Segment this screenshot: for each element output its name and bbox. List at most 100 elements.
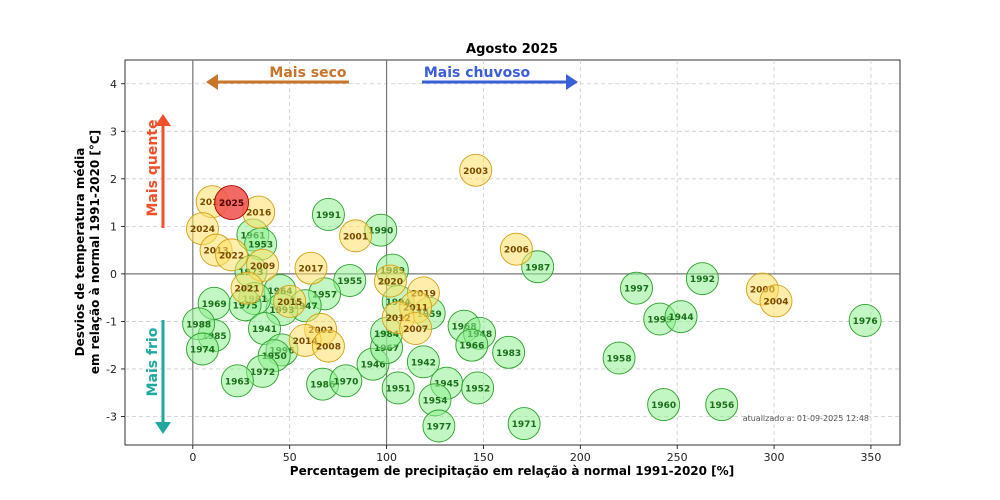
y-tick-label: 4 xyxy=(110,78,117,91)
x-tick-label: 50 xyxy=(283,451,297,464)
data-point-label: 2022 xyxy=(219,251,244,261)
y-tick-label: -3 xyxy=(106,410,117,423)
x-tick-label: 250 xyxy=(667,451,688,464)
data-point-1976: 1976 xyxy=(848,304,882,337)
x-tick-label: 150 xyxy=(473,451,494,464)
data-point-2021: 2021 xyxy=(230,271,264,305)
data-point-label: 1974 xyxy=(190,345,215,355)
data-point-label: 2025 xyxy=(219,199,244,209)
data-point-label: 1950 xyxy=(262,352,287,362)
y-tick-label: 3 xyxy=(110,125,117,138)
data-point-label: 2015 xyxy=(277,298,302,308)
data-point-2020: 2020 xyxy=(373,264,407,298)
data-point-1966: 1966 xyxy=(455,328,489,362)
data-point-marker xyxy=(214,185,250,221)
data-point-label: 1966 xyxy=(459,342,484,352)
annotation-cold: Mais frio xyxy=(145,320,171,434)
data-point-label: 1970 xyxy=(333,377,358,387)
y-tick-label: 2 xyxy=(110,173,117,186)
y-axis-label-line1: Desvios de temperatura média xyxy=(73,148,87,357)
data-point-label: 2009 xyxy=(250,262,275,272)
data-point-1956: 1956 xyxy=(705,388,739,422)
data-point-label: 1956 xyxy=(709,401,734,411)
data-point-label: 1968 xyxy=(452,323,477,333)
data-point-label: 1954 xyxy=(422,396,447,406)
x-ticks: 0 50 100 150 200 250 300 350 xyxy=(189,445,881,464)
data-point-marker xyxy=(620,271,653,305)
data-point-marker xyxy=(499,232,533,266)
data-point-label: 2007 xyxy=(403,325,428,335)
data-point-marker xyxy=(507,407,541,441)
data-point-1951: 1951 xyxy=(381,371,415,405)
data-point-marker xyxy=(381,371,415,405)
data-point-label: 1951 xyxy=(386,384,411,394)
y-axis-label-line2: em relação à normal 1991-2020 [°C] xyxy=(88,130,102,374)
cold-arrow-head xyxy=(155,422,171,434)
data-point-marker xyxy=(186,332,219,366)
annotation-hot: Mais quente xyxy=(145,114,171,228)
data-point-label: 1953 xyxy=(248,240,273,250)
updated-note: atualizado a: 01-09-2025 12:48 xyxy=(743,414,869,423)
data-point-marker xyxy=(399,312,433,345)
data-point-2001: 2001 xyxy=(339,219,373,253)
data-point-label: 1990 xyxy=(368,227,393,237)
data-point-1970: 1970 xyxy=(329,364,363,398)
data-point-1992: 1992 xyxy=(685,262,719,296)
data-point-marker xyxy=(294,251,328,285)
data-point-marker xyxy=(459,153,493,187)
data-point-marker xyxy=(273,285,307,318)
data-point-label: 1945 xyxy=(434,380,459,390)
y-tick-label: -1 xyxy=(106,315,117,328)
data-point-label: 2020 xyxy=(378,278,403,288)
data-point-marker xyxy=(647,388,681,422)
data-point-label: 2000 xyxy=(750,286,775,296)
data-point-label: 1972 xyxy=(250,368,275,378)
wet-label: Mais chuvoso xyxy=(424,65,531,81)
data-point-label: 1969 xyxy=(202,300,227,310)
data-point-marker xyxy=(492,335,526,369)
data-point-2004: 2004 xyxy=(759,284,793,318)
data-point-label: 2016 xyxy=(246,209,271,219)
data-point-marker xyxy=(406,345,440,379)
data-point-label: 1971 xyxy=(512,420,537,430)
data-point-2015: 2015 xyxy=(273,285,307,318)
data-point-label: 1986 xyxy=(310,381,335,391)
data-point-label: 2001 xyxy=(343,232,368,242)
data-point-label: 2021 xyxy=(235,285,260,295)
data-point-marker xyxy=(339,219,373,253)
data-point-marker xyxy=(848,304,882,337)
data-point-label: 1955 xyxy=(337,277,362,287)
data-point-1971: 1971 xyxy=(507,407,541,441)
data-point-1991: 1991 xyxy=(311,198,345,231)
data-point-label: 2012 xyxy=(386,314,411,324)
data-point-label: 1999 xyxy=(647,316,672,326)
data-point-marker xyxy=(230,271,264,305)
x-tick-label: 300 xyxy=(764,451,785,464)
x-axis-label: Percentagem de precipitação em relação à… xyxy=(290,464,734,478)
data-point-label: 1975 xyxy=(233,301,258,311)
x-tick-label: 0 xyxy=(189,451,196,464)
chart-title: Agosto 2025 xyxy=(466,42,558,57)
data-point-label: 1977 xyxy=(426,422,451,432)
data-point-label: 2014 xyxy=(293,337,318,347)
data-point-label: 1944 xyxy=(669,313,694,323)
data-point-label: 2017 xyxy=(298,265,323,275)
dry-label: Mais seco xyxy=(269,65,347,81)
data-point-label: 1963 xyxy=(225,377,250,387)
data-point-label: 1988 xyxy=(186,320,211,330)
data-point-label: 1941 xyxy=(252,325,277,335)
data-point-1983: 1983 xyxy=(492,335,526,369)
data-point-2008: 2008 xyxy=(311,329,345,363)
data-point-2025: 2025 xyxy=(214,185,250,221)
data-point-marker xyxy=(461,371,495,405)
data-point-label: 1946 xyxy=(360,361,385,371)
data-point-1977: 1977 xyxy=(422,409,456,443)
data-point-label: 1976 xyxy=(853,317,878,327)
annotation-wet: Mais chuvoso xyxy=(422,65,578,90)
data-point-marker xyxy=(373,264,407,298)
data-point-label: 1952 xyxy=(465,384,490,394)
data-point-2003: 2003 xyxy=(459,153,493,187)
data-point-2017: 2017 xyxy=(294,251,328,285)
data-point-label: 2018 xyxy=(200,198,225,208)
data-point-label: 2002 xyxy=(308,326,333,336)
